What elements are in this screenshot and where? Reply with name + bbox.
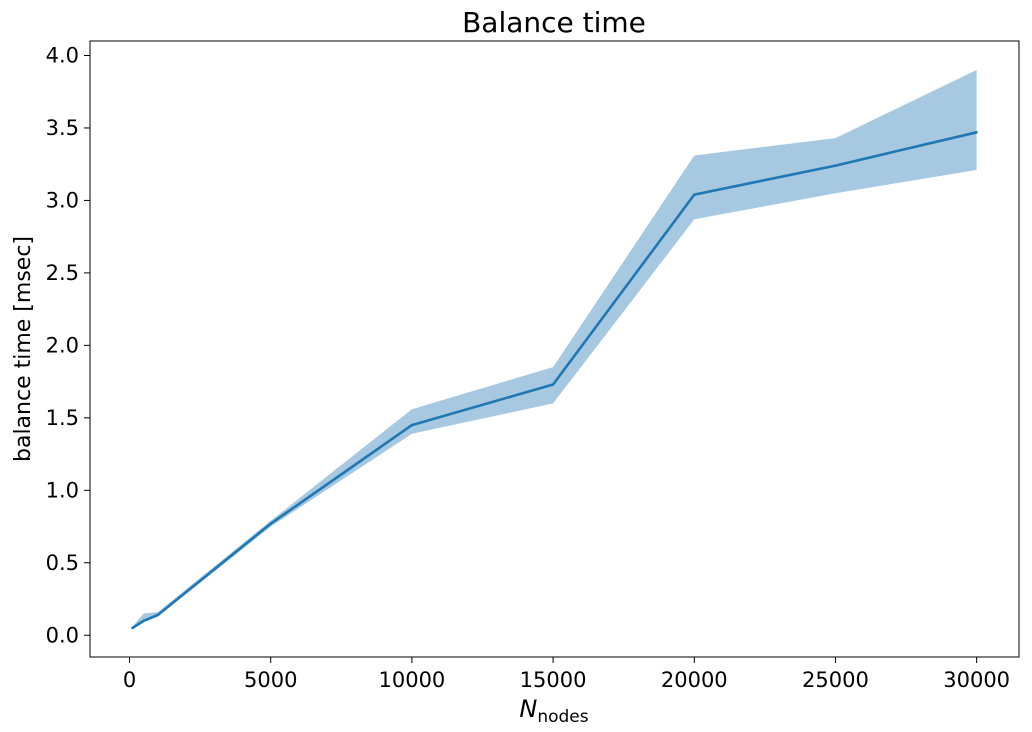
data-point xyxy=(269,522,272,525)
y-tick-label: 2.5 xyxy=(46,261,79,285)
y-tick-label: 1.5 xyxy=(46,406,79,430)
y-tick-label: 3.0 xyxy=(46,188,79,212)
data-point xyxy=(551,383,555,386)
confidence-band-layer xyxy=(132,70,977,628)
y-tick-label: 1.0 xyxy=(46,478,79,502)
plot-area-frame xyxy=(89,40,1020,658)
x-axis-label: Nnodes xyxy=(519,695,588,727)
y-axis-ticks: 0.0 0.5 1.0 1.5 2.0 2.5 3.0 3.5 4.0 xyxy=(46,43,90,647)
data-point xyxy=(142,619,145,622)
chart-title: Balance time xyxy=(462,6,646,39)
data-point xyxy=(975,131,978,134)
y-tick-label: 0.5 xyxy=(46,551,79,575)
y-tick-label: 4.0 xyxy=(46,43,79,67)
y-tick-label: 3.5 xyxy=(46,116,79,140)
y-tick-label: 0.0 xyxy=(46,623,79,647)
confidence-band-0 xyxy=(132,70,977,628)
x-tick-label: 25000 xyxy=(802,668,869,692)
y-tick-label: 2.0 xyxy=(46,333,79,357)
x-tick-label: 20000 xyxy=(661,668,728,692)
x-tick-label: 30000 xyxy=(943,668,1010,692)
data-point xyxy=(410,423,414,427)
x-tick-label: 10000 xyxy=(378,668,445,692)
x-tick-label: 5000 xyxy=(244,668,297,692)
series-line-layer xyxy=(131,131,978,630)
x-axis-ticks: 0 5000 10000 15000 20000 25000 30000 xyxy=(123,657,1010,692)
x-axis-label-main: N xyxy=(519,695,537,723)
data-point xyxy=(834,164,837,167)
data-point xyxy=(131,626,134,630)
x-tick-label: 15000 xyxy=(520,668,587,692)
x-tick-label: 0 xyxy=(123,668,136,692)
data-point xyxy=(156,613,159,617)
y-axis-label: balance time [msec] xyxy=(11,236,36,462)
x-axis-label-subscript: nodes xyxy=(537,707,588,727)
data-point xyxy=(693,193,696,196)
